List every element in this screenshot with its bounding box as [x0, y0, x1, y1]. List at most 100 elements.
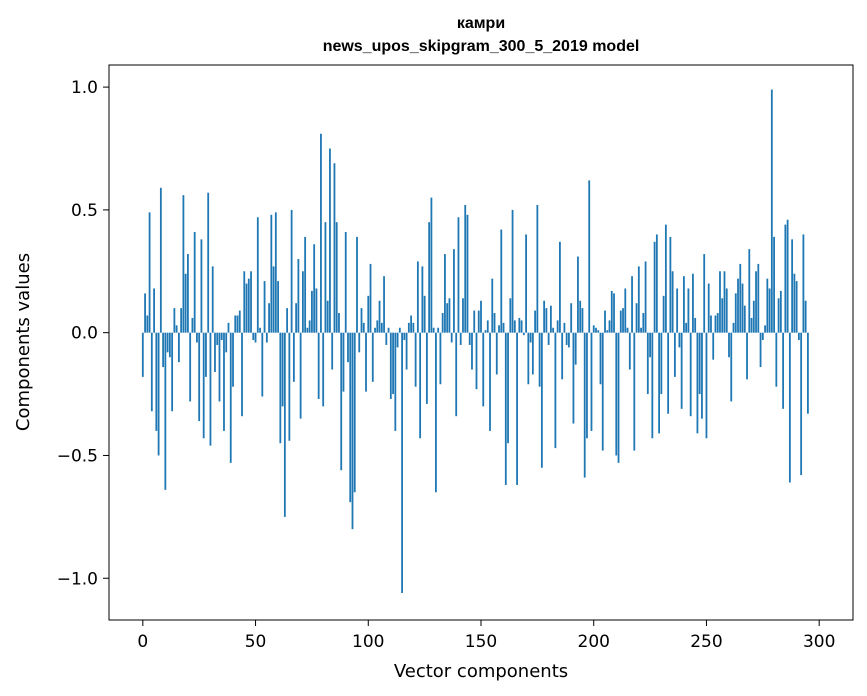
bar: [728, 332, 730, 358]
bar: [678, 332, 681, 348]
bar: [159, 187, 162, 333]
bar: [489, 332, 491, 431]
bar: [225, 332, 228, 353]
bar: [563, 322, 566, 333]
bar: [613, 293, 615, 333]
bar: [664, 224, 667, 333]
bar: [441, 313, 444, 333]
bar: [500, 229, 503, 333]
chart-title: камри: [457, 15, 505, 32]
bar: [604, 310, 606, 333]
y-tick-label: 0.5: [71, 201, 98, 221]
bar: [784, 224, 787, 333]
bar: [768, 288, 771, 333]
bar: [150, 332, 153, 412]
bar: [680, 332, 683, 409]
bar: [601, 332, 604, 451]
bar: [423, 295, 426, 333]
chart-subtitle: news_upos_skipgram_300_5_2019 model: [323, 38, 640, 55]
bar: [782, 332, 785, 409]
bar: [723, 271, 726, 333]
bar: [252, 332, 255, 341]
bar: [466, 214, 469, 333]
bar: [148, 212, 151, 333]
bar: [468, 332, 471, 345]
bar: [365, 332, 367, 392]
bar: [453, 249, 455, 333]
bar: [714, 315, 717, 333]
bar: [207, 192, 210, 333]
bar: [646, 332, 649, 395]
bars-group: [141, 89, 809, 593]
bar: [624, 288, 627, 333]
bar: [301, 271, 304, 333]
bar: [378, 300, 381, 333]
bar: [642, 313, 645, 333]
bar: [333, 163, 336, 333]
bar: [671, 271, 674, 333]
bar: [712, 332, 715, 360]
bar: [549, 305, 552, 333]
bar: [462, 298, 464, 333]
bar: [412, 322, 415, 333]
bar: [737, 278, 739, 333]
bar: [387, 327, 390, 333]
bar: [324, 222, 327, 333]
bar: [619, 310, 622, 333]
bar: [340, 332, 343, 471]
bar: [698, 332, 701, 395]
bar: [214, 332, 216, 372]
bar: [606, 330, 609, 333]
bar: [761, 332, 764, 341]
bar: [198, 332, 201, 422]
y-tick-label: 0.0: [71, 324, 98, 344]
x-axis-label: Vector components: [394, 661, 568, 682]
bar: [295, 303, 298, 333]
bar: [450, 332, 453, 343]
bar: [522, 332, 525, 336]
bar: [263, 281, 266, 333]
bar: [437, 327, 440, 333]
bar: [592, 325, 595, 333]
bar: [707, 283, 710, 333]
bar: [448, 298, 451, 333]
bar: [232, 332, 234, 387]
x-tick-label: 50: [245, 632, 267, 652]
bar: [518, 317, 521, 333]
bar: [513, 320, 516, 333]
bar: [574, 332, 577, 365]
bar: [279, 332, 282, 444]
bar: [227, 322, 230, 333]
bar: [304, 236, 307, 333]
bar: [807, 332, 809, 414]
bar: [362, 322, 365, 333]
bar: [687, 288, 690, 333]
bar: [633, 332, 636, 451]
y-axis-label: Components values: [13, 253, 34, 431]
bar: [162, 332, 165, 368]
bar: [288, 332, 291, 441]
bar: [155, 332, 158, 431]
bar: [701, 332, 703, 419]
bar: [676, 288, 679, 333]
bar: [538, 332, 541, 387]
bar: [667, 332, 670, 414]
bar: [570, 303, 573, 333]
bar: [338, 313, 340, 333]
bar: [414, 332, 417, 387]
bar: [692, 273, 694, 333]
bar: [380, 322, 383, 333]
bar: [191, 317, 194, 333]
bar: [748, 249, 751, 333]
bar: [455, 332, 458, 417]
bar: [495, 332, 498, 375]
bar: [554, 332, 557, 449]
bar: [403, 332, 406, 341]
bar: [290, 209, 293, 333]
bar: [385, 332, 388, 345]
bar: [527, 332, 530, 385]
bar: [484, 330, 487, 333]
bar: [277, 281, 279, 333]
bar: [435, 332, 437, 493]
x-axis-ticks: 0 50 100 150 200 250 300: [137, 620, 835, 652]
